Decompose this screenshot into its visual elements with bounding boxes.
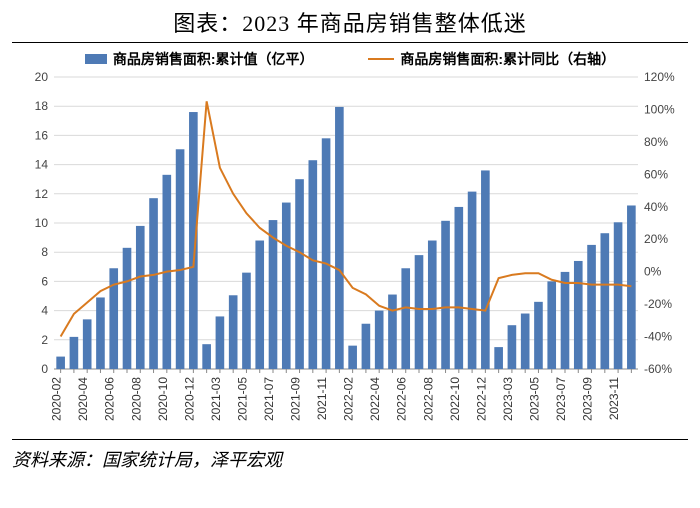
x-axis-label: 2020-02 — [50, 377, 64, 421]
x-axis-label: 2022-02 — [342, 377, 356, 421]
x-axis-label: 2020-08 — [129, 377, 143, 421]
bar — [309, 160, 318, 369]
bar — [614, 222, 623, 369]
svg-text:16: 16 — [35, 128, 49, 142]
svg-text:100%: 100% — [644, 102, 675, 116]
bar — [601, 233, 610, 369]
bar-swatch — [85, 54, 107, 64]
x-axis-label: 2023-03 — [501, 377, 515, 421]
bar — [561, 272, 570, 369]
x-axis-label: 2023-09 — [581, 377, 595, 421]
svg-text:80%: 80% — [644, 135, 668, 149]
bar — [388, 295, 397, 369]
x-axis-label: 2020-04 — [76, 377, 90, 421]
x-axis-label: 2022-06 — [395, 377, 409, 421]
svg-text:20: 20 — [35, 70, 49, 84]
x-axis-label: 2021-09 — [289, 377, 303, 421]
bar — [508, 325, 517, 369]
bar — [534, 302, 543, 369]
bar — [362, 324, 371, 369]
bar — [216, 316, 225, 369]
x-axis-label: 2021-05 — [235, 377, 249, 421]
bar — [335, 107, 344, 369]
x-axis-label: 2022-04 — [368, 377, 382, 421]
bar — [547, 281, 556, 369]
line-series — [61, 101, 632, 336]
bar — [587, 245, 596, 369]
bar — [481, 170, 490, 369]
bar — [255, 241, 264, 369]
svg-text:14: 14 — [35, 158, 49, 172]
svg-text:-60%: -60% — [644, 362, 672, 376]
x-axis-label: 2023-07 — [554, 377, 568, 421]
x-axis-label: 2020-06 — [103, 377, 117, 421]
chart-area: 0 2 4 6 8 10 12 14 16 18 20 -60% -40% -20% 0% 20% 40% 60%… — [12, 69, 688, 439]
svg-text:6: 6 — [41, 274, 48, 288]
source-footer: 资料来源：国家统计局，泽平宏观 — [0, 440, 700, 472]
svg-text:4: 4 — [41, 304, 48, 318]
svg-text:10: 10 — [35, 216, 49, 230]
svg-text:40%: 40% — [644, 200, 668, 214]
svg-text:-20%: -20% — [644, 297, 672, 311]
bar — [176, 149, 185, 369]
x-axis-label: 2020-12 — [182, 377, 196, 421]
legend-bar: 商品房销售面积:累计值（亿平） — [85, 49, 314, 69]
bar — [136, 226, 145, 369]
bar — [70, 337, 79, 369]
bar — [375, 311, 384, 369]
bar — [242, 273, 251, 369]
legend-line-label: 商品房销售面积:累计同比（右轴） — [400, 49, 615, 69]
bar — [295, 179, 304, 369]
x-axis-label: 2022-12 — [474, 377, 488, 421]
bar — [415, 255, 424, 369]
chart-title: 图表：2023 年商品房销售整体低迷 — [0, 0, 700, 42]
bar — [428, 241, 437, 369]
x-axis-label: 2021-11 — [315, 377, 329, 420]
x-axis-label: 2020-10 — [156, 377, 170, 421]
svg-text:0: 0 — [41, 362, 48, 376]
bar — [455, 207, 464, 369]
bar — [468, 192, 477, 369]
x-axis-label: 2021-03 — [209, 377, 223, 421]
svg-text:20%: 20% — [644, 232, 668, 246]
svg-text:2: 2 — [41, 333, 48, 347]
svg-text:120%: 120% — [644, 70, 675, 84]
chart-svg: 0 2 4 6 8 10 12 14 16 18 20 -60% -40% -20% 0% 20% 40% 60%… — [12, 69, 688, 439]
bar — [83, 319, 92, 369]
bar — [322, 138, 331, 369]
x-axis-label: 2022-10 — [448, 377, 462, 421]
bar — [348, 346, 357, 369]
svg-text:-40%: -40% — [644, 330, 672, 344]
svg-text:60%: 60% — [644, 167, 668, 181]
bar — [401, 268, 410, 369]
svg-text:0%: 0% — [644, 265, 662, 279]
x-axis-label: 2023-05 — [527, 377, 541, 421]
bar — [627, 205, 636, 369]
x-axis-label: 2021-07 — [262, 377, 276, 421]
bar — [96, 297, 105, 369]
bar — [282, 203, 291, 369]
bar — [149, 198, 158, 369]
line-swatch — [368, 58, 394, 60]
x-axis-label: 2022-08 — [421, 377, 435, 421]
legend-bar-label: 商品房销售面积:累计值（亿平） — [113, 49, 314, 69]
bar — [123, 248, 132, 369]
bar — [202, 344, 211, 369]
bar — [574, 261, 583, 369]
svg-text:18: 18 — [35, 99, 49, 113]
bar — [269, 220, 278, 369]
x-axis-label: 2023-11 — [607, 377, 621, 420]
bar — [441, 221, 450, 369]
legend-line: 商品房销售面积:累计同比（右轴） — [368, 49, 615, 69]
bar — [56, 357, 65, 369]
svg-text:8: 8 — [41, 245, 48, 259]
bar — [494, 347, 503, 369]
svg-text:12: 12 — [35, 187, 49, 201]
legend: 商品房销售面积:累计值（亿平） 商品房销售面积:累计同比（右轴） — [0, 43, 700, 69]
bar — [229, 295, 238, 369]
bar — [521, 314, 530, 369]
